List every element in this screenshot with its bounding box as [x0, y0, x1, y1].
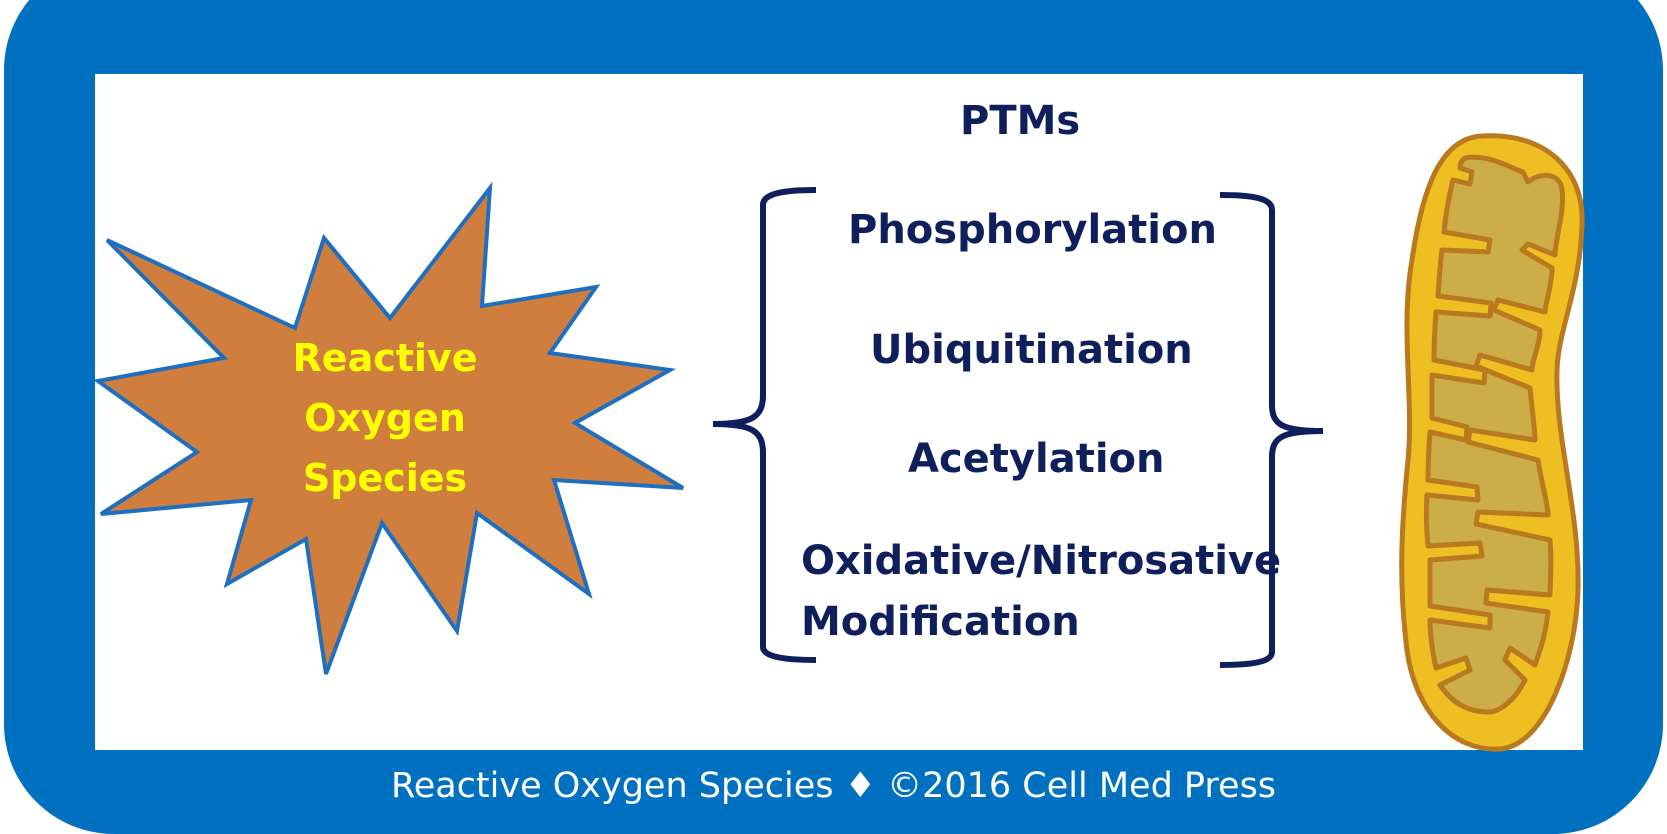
- modification-acetylation: Acetylation: [908, 436, 1165, 482]
- ros-label-line: Oxygen: [304, 396, 466, 440]
- ros-label-line: Species: [302, 456, 468, 500]
- left-bracket-icon: [712, 187, 817, 663]
- starburst-icon: [93, 181, 685, 675]
- ptms-title: PTMs: [960, 98, 1081, 144]
- modification-line: Modification: [801, 599, 1080, 645]
- ros-label-line: Reactive: [292, 336, 478, 380]
- ros-label: Reactive Oxygen Species: [280, 328, 490, 508]
- modification-phosphorylation: Phosphorylation: [848, 207, 1217, 253]
- right-bracket-icon: [1219, 192, 1324, 668]
- modification-oxidative-nitrosative: Oxidative/Nitrosative Modification: [801, 531, 1281, 653]
- modification-line: Oxidative/Nitrosative: [801, 538, 1282, 584]
- footer-caption: Reactive Oxygen Species ♦ ©2016 Cell Med…: [390, 766, 1277, 806]
- mitochondrion-icon: [1399, 133, 1585, 752]
- modification-ubiquitination: Ubiquitination: [870, 327, 1193, 373]
